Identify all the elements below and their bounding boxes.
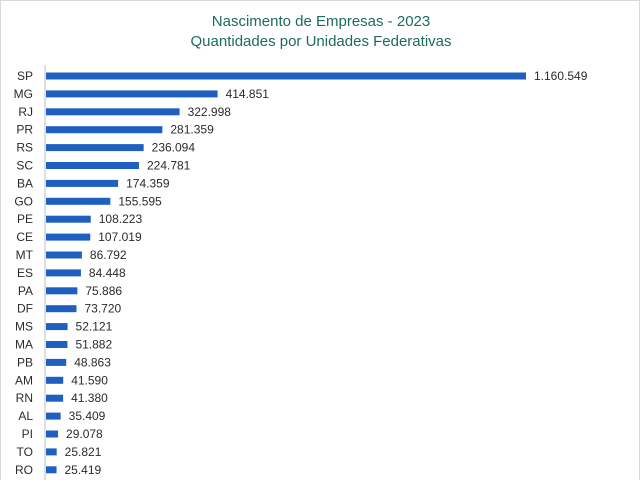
- value-label-pa: 75.886: [85, 284, 122, 298]
- category-label-am: AM: [15, 373, 33, 387]
- value-label-to: 25.821: [65, 445, 102, 459]
- category-label-ce: CE: [16, 230, 33, 244]
- category-label-rn: RN: [16, 391, 33, 405]
- value-label-go: 155.595: [118, 194, 162, 208]
- value-label-rj: 322.998: [188, 105, 232, 119]
- category-label-pb: PB: [17, 355, 33, 369]
- category-label-al: AL: [18, 409, 33, 423]
- value-label-pe: 108.223: [99, 212, 143, 226]
- bar-mg[interactable]: [46, 90, 218, 98]
- category-label-rs: RS: [16, 141, 33, 155]
- bar-sc[interactable]: [46, 162, 139, 169]
- value-label-ce: 107.019: [98, 230, 142, 244]
- value-label-ms: 52.121: [76, 320, 113, 334]
- bar-ro[interactable]: [46, 466, 57, 474]
- bar-go[interactable]: [46, 197, 111, 205]
- category-label-ro: RO: [15, 463, 33, 477]
- bar-ms[interactable]: [46, 323, 68, 331]
- value-label-rn: 41.380: [71, 391, 108, 405]
- category-label-sc: SC: [16, 159, 33, 173]
- bar-al[interactable]: [46, 412, 61, 420]
- value-label-ro: 25.419: [65, 463, 102, 477]
- value-label-df: 73.720: [84, 302, 121, 316]
- category-label-mt: MT: [16, 248, 34, 262]
- bar-rj[interactable]: [46, 108, 180, 116]
- category-label-pi: PI: [22, 427, 33, 441]
- bar-ba[interactable]: [46, 179, 119, 187]
- bar-rs[interactable]: [46, 144, 144, 152]
- value-label-es: 84.448: [89, 266, 126, 280]
- bar-ce[interactable]: [46, 233, 91, 241]
- bar-sp[interactable]: [46, 72, 526, 80]
- category-label-ba: BA: [17, 176, 33, 190]
- category-label-mg: MG: [14, 87, 33, 101]
- value-label-rs: 236.094: [152, 141, 196, 155]
- category-label-ma: MA: [15, 338, 33, 352]
- category-label-to: TO: [17, 445, 33, 459]
- category-label-pa: PA: [18, 284, 33, 298]
- category-label-ms: MS: [15, 320, 33, 334]
- bar-pr[interactable]: [46, 126, 163, 134]
- value-label-pi: 29.078: [66, 427, 103, 441]
- value-label-pb: 48.863: [74, 355, 111, 369]
- value-label-mt: 86.792: [90, 248, 127, 262]
- bar-to[interactable]: [46, 448, 57, 456]
- bar-ma[interactable]: [46, 341, 68, 348]
- category-label-df: DF: [17, 302, 33, 316]
- bar-am[interactable]: [46, 376, 64, 384]
- category-label-es: ES: [17, 266, 33, 280]
- category-label-rj: RJ: [18, 105, 33, 119]
- category-label-pr: PR: [16, 123, 33, 137]
- value-label-sc: 224.781: [147, 159, 191, 173]
- bar-pb[interactable]: [46, 358, 67, 366]
- value-label-al: 35.409: [69, 409, 106, 423]
- value-label-mg: 414.851: [226, 87, 270, 101]
- bar-mt[interactable]: [46, 251, 82, 259]
- bar-pa[interactable]: [46, 287, 78, 295]
- category-label-sp: SP: [17, 69, 33, 83]
- value-label-pr: 281.359: [170, 123, 214, 137]
- bar-pe[interactable]: [46, 215, 91, 223]
- chart-subtitle: Quantidades por Unidades Federativas: [190, 33, 452, 50]
- chart-title: Nascimento de Empresas - 2023: [211, 13, 431, 30]
- bar-df[interactable]: [46, 305, 77, 313]
- bar-rn[interactable]: [46, 394, 64, 402]
- bar-es[interactable]: [46, 269, 81, 277]
- category-label-pe: PE: [17, 212, 33, 226]
- value-label-am: 41.590: [71, 373, 108, 387]
- bar-pi[interactable]: [46, 430, 59, 438]
- category-label-go: GO: [14, 194, 33, 208]
- value-label-sp: 1.160.549: [534, 69, 588, 83]
- value-label-ba: 174.359: [126, 176, 170, 190]
- value-label-ma: 51.882: [75, 338, 112, 352]
